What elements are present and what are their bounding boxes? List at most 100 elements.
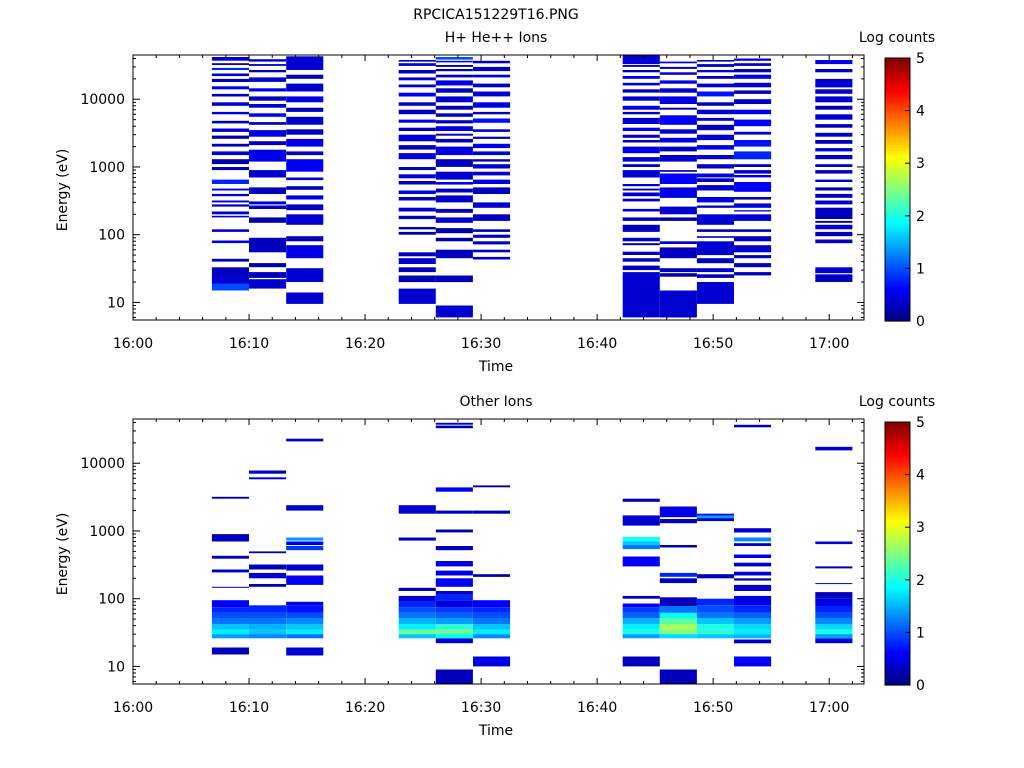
- heatmap-cell: [435, 510, 473, 514]
- heatmap-cell: [622, 117, 660, 124]
- colorbar-segment: [885, 500, 910, 505]
- x-tick-label: 16:10: [229, 336, 269, 352]
- heatmap-cell: [473, 91, 511, 97]
- heatmap-cell: [622, 82, 660, 86]
- colorbar-segment: [885, 456, 910, 460]
- heatmap-cell: [815, 638, 853, 644]
- colorbar-segment: [885, 569, 910, 573]
- colorbar-tick-label: 4: [916, 468, 925, 484]
- heatmap-cell: [473, 624, 511, 630]
- colorbar-segment: [885, 613, 910, 618]
- heatmap-cell: [286, 129, 324, 135]
- heatmap-cell: [659, 61, 697, 64]
- heatmap-cell: [435, 74, 473, 78]
- colorbar-segment: [885, 94, 910, 99]
- heatmap-cell: [435, 120, 473, 124]
- heatmap-cell: [696, 629, 734, 635]
- heatmap-cell: [659, 96, 697, 104]
- heatmap-cell: [435, 182, 473, 185]
- heatmap-cell: [622, 607, 660, 613]
- colorbar-segment: [885, 58, 910, 62]
- heatmap-cell: [211, 624, 249, 630]
- heatmap-cell: [734, 245, 772, 253]
- heatmap-cell: [734, 214, 772, 221]
- heatmap-cell: [622, 536, 660, 542]
- colorbar-label: Log counts: [859, 394, 935, 410]
- heatmap-cell: [734, 131, 772, 135]
- heatmap-cell: [249, 205, 287, 209]
- heatmap-cell: [696, 102, 734, 106]
- colorbar: 0 1 2 3 4 5: [884, 51, 925, 330]
- heatmap-cell: [696, 241, 734, 256]
- heatmap-cell: [249, 170, 287, 178]
- heatmap-cell: [398, 275, 436, 283]
- colorbar-segment: [885, 102, 910, 106]
- heatmap-cell: [286, 186, 324, 190]
- heatmap-cell: [815, 267, 853, 274]
- colorbar-segment: [885, 579, 910, 584]
- heatmap-cell: [734, 175, 772, 178]
- x-tick-label: 16:50: [693, 336, 733, 352]
- colorbar-segment: [885, 292, 910, 296]
- heatmap-cell: [211, 78, 249, 82]
- x-tick-label: 16:00: [113, 336, 153, 352]
- heatmap-cell: [696, 624, 734, 630]
- colorbar-segment: [885, 564, 910, 568]
- colorbar-segment: [885, 260, 910, 264]
- heatmap-cell: [622, 170, 660, 178]
- colorbar-segment: [885, 537, 910, 541]
- heatmap-cell: [622, 76, 660, 79]
- heatmap-cell: [286, 159, 324, 172]
- colorbar-segment: [885, 144, 910, 149]
- heatmap-cell: [249, 77, 287, 82]
- colorbar-segment: [885, 464, 910, 468]
- heatmap-cell: [473, 66, 511, 72]
- heatmap-cell: [659, 617, 697, 625]
- x-tick-label: 16:10: [229, 700, 269, 716]
- heatmap-cell: [473, 143, 511, 149]
- heatmap-cell: [398, 167, 436, 171]
- heatmap-cells: [211, 55, 853, 318]
- heatmap-cell: [473, 634, 511, 639]
- heatmap-cell: [622, 617, 660, 625]
- heatmap-cell: [473, 151, 511, 156]
- y-tick-label: 10000: [80, 456, 125, 472]
- colorbar-segment: [885, 595, 910, 599]
- heatmap-cell: [622, 612, 660, 618]
- colorbar-segment: [885, 487, 910, 491]
- heatmap-cell: [398, 92, 436, 97]
- heatmap-cell: [211, 73, 249, 77]
- heatmap-cell: [622, 70, 660, 73]
- heatmap-cell: [249, 141, 287, 146]
- colorbar-segment: [885, 268, 910, 272]
- colorbar-segment: [885, 307, 910, 312]
- heatmap-cell: [734, 656, 772, 667]
- heatmap-cell: [435, 88, 473, 93]
- heatmap-cell: [473, 234, 511, 238]
- heatmap-cell: [211, 215, 249, 218]
- colorbar-segment: [885, 577, 910, 581]
- colorbar-segment: [885, 79, 910, 83]
- heatmap-cell: [249, 149, 287, 162]
- heatmap-cell: [815, 592, 853, 599]
- heatmap-cell: [473, 485, 511, 488]
- heatmap-cell: [249, 551, 287, 554]
- colorbar-segment: [885, 600, 910, 605]
- heatmap-cell: [286, 575, 324, 585]
- panel-title: Other Ions: [459, 394, 532, 410]
- heatmap-cell: [622, 208, 660, 212]
- heatmap-cell: [473, 574, 511, 577]
- heatmap-cell: [622, 164, 660, 167]
- colorbar-segment: [885, 184, 910, 188]
- heatmap-cell: [249, 477, 287, 480]
- heatmap-cell: [435, 188, 473, 193]
- colorbar-segment: [885, 627, 910, 631]
- heatmap-cell: [473, 179, 511, 184]
- heatmap-cell: [435, 138, 473, 143]
- heatmap-cell: [815, 114, 853, 120]
- heatmap-cell: [249, 564, 287, 570]
- colorbar-segment: [885, 545, 910, 549]
- x-tick-label: 16:40: [577, 700, 617, 716]
- heatmap-cell: [815, 224, 853, 230]
- colorbar-segment: [885, 661, 910, 665]
